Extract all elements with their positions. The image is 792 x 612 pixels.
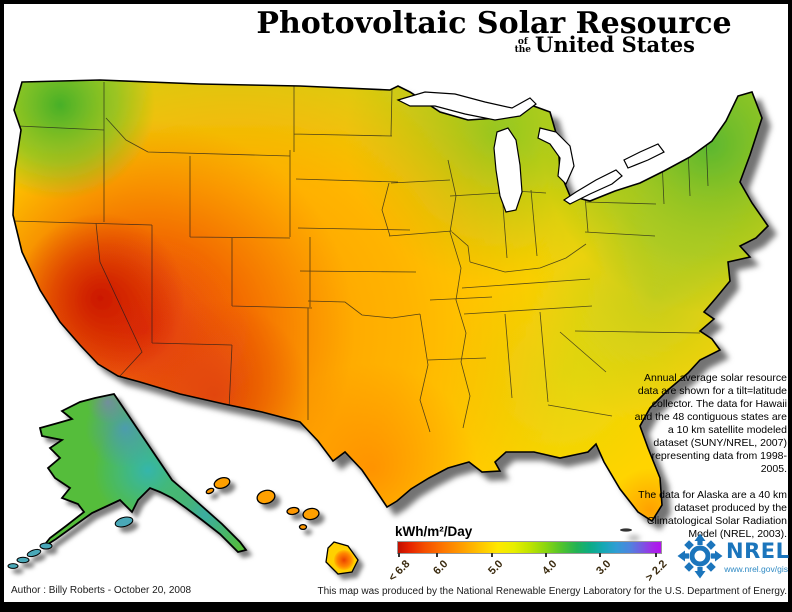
lake-ontario bbox=[623, 143, 665, 169]
legend-tick bbox=[436, 553, 438, 557]
production-credit: This map was produced by the National Re… bbox=[317, 586, 787, 597]
lake-michigan bbox=[493, 127, 523, 213]
state-borders bbox=[13, 82, 709, 433]
nrel-compass-icon bbox=[677, 533, 723, 579]
island-molokai bbox=[286, 506, 300, 516]
island-niihau bbox=[205, 487, 215, 495]
island-maui bbox=[302, 507, 320, 521]
author-credit: Author : Billy Roberts - October 20, 200… bbox=[11, 585, 192, 596]
data-source-note: Annual average solar resource data are s… bbox=[632, 372, 787, 554]
legend-tick bbox=[491, 553, 493, 557]
florida-keys bbox=[620, 528, 632, 532]
page-title: Photovoltaic Solar Resource bbox=[256, 6, 732, 41]
legend-tick bbox=[545, 553, 547, 557]
legend-tick bbox=[398, 553, 400, 557]
legend-color-ramp bbox=[397, 541, 662, 554]
island-lanai bbox=[298, 523, 308, 531]
hawaii-inset bbox=[205, 476, 359, 575]
frame-bottom-bar bbox=[0, 602, 792, 612]
lake-superior bbox=[396, 91, 537, 121]
page-subtitle: of the United States bbox=[505, 34, 695, 56]
color-scale-legend: kWh/m²/Day < 6.8 6.0 5.0 4.0 3.0 > 2.2 bbox=[386, 524, 669, 594]
island-hawaii-big-island bbox=[325, 541, 359, 575]
subtitle-text: United States bbox=[535, 32, 695, 57]
legend-units-label: kWh/m²/Day bbox=[395, 524, 473, 539]
nrel-logo: NREL www.nrel.gov/gis bbox=[676, 532, 790, 584]
alaska-inset bbox=[7, 392, 248, 569]
nrel-wordmark: NREL bbox=[726, 539, 790, 563]
island-kauai bbox=[213, 476, 231, 490]
note-alaska: The data for Alaska are a 40 km dataset … bbox=[638, 489, 787, 541]
island-oahu bbox=[256, 489, 276, 505]
legend-tick bbox=[599, 553, 601, 557]
aleutian-islands bbox=[7, 516, 134, 569]
lake-huron bbox=[537, 127, 575, 186]
subtitle-of-the: of the bbox=[514, 37, 532, 55]
great-lakes bbox=[396, 91, 665, 213]
note-contiguous-hawaii: Annual average solar resource data are s… bbox=[634, 372, 787, 476]
legend-tick bbox=[655, 553, 657, 557]
alaska-outline bbox=[38, 392, 248, 553]
nrel-gis-url[interactable]: www.nrel.gov/gis bbox=[724, 564, 788, 574]
lake-erie bbox=[562, 169, 623, 205]
